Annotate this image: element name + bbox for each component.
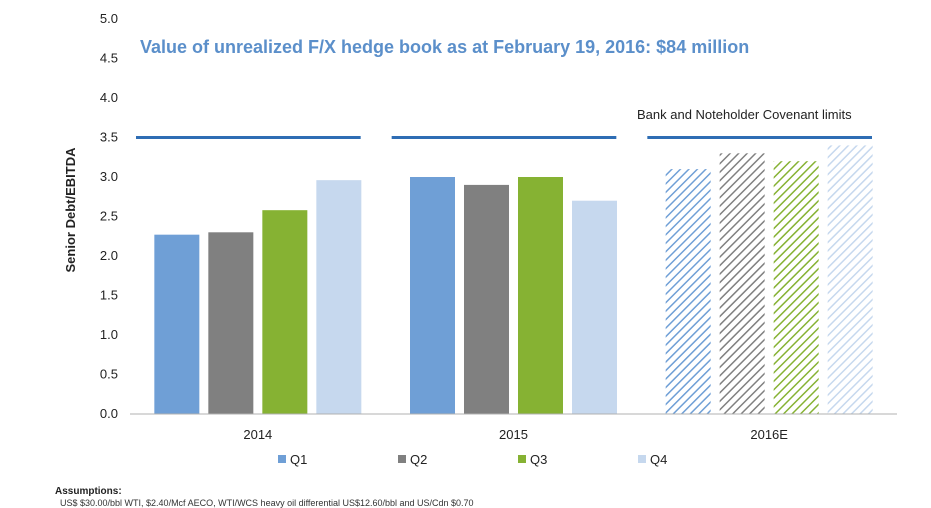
category-labels: 2014 2015 2016E	[243, 427, 788, 442]
bar-2016E-Q3	[773, 161, 819, 414]
y-tick-label: 4.0	[100, 90, 118, 105]
y-axis-ticks: 0.0 0.5 1.0 1.5 2.0 2.5 3.0 3.5 4.0 4.5 5.0	[100, 11, 118, 421]
bar-2015-Q2	[464, 184, 509, 414]
bar-2016E-Q4	[827, 145, 873, 414]
legend-swatch-Q4	[638, 455, 646, 463]
legend-swatch-Q2	[398, 455, 406, 463]
legend-label: Q4	[650, 452, 667, 467]
y-axis-label: Senior Debt/EBITDA	[63, 147, 78, 273]
bar-2015-Q3	[518, 177, 563, 414]
legend-swatch-Q1	[278, 455, 286, 463]
bar-2014-Q2	[208, 232, 254, 414]
y-tick-label: 1.0	[100, 327, 118, 342]
bar-2015-Q4	[572, 200, 617, 414]
legend-label: Q3	[530, 452, 547, 467]
category-label: 2014	[243, 427, 272, 442]
y-tick-label: 2.0	[100, 248, 118, 263]
legend-label: Q2	[410, 452, 427, 467]
bar-2014-Q4	[316, 180, 362, 414]
y-tick-label: 3.0	[100, 169, 118, 184]
chart-title: Value of unrealized F/X hedge book as at…	[140, 37, 749, 57]
legend-swatch-Q3	[518, 455, 526, 463]
assumptions-heading: Assumptions:	[55, 486, 122, 497]
category-label: 2015	[499, 427, 528, 442]
bars-group	[154, 145, 873, 415]
legend-label: Q1	[290, 452, 307, 467]
bar-2014-Q3	[262, 210, 308, 414]
bar-2016E-Q1	[665, 169, 711, 414]
y-tick-label: 0.5	[100, 367, 118, 382]
y-tick-label: 2.5	[100, 209, 118, 224]
bar-2016E-Q2	[719, 153, 765, 415]
y-tick-label: 0.0	[100, 406, 118, 421]
legend: Q1 Q2 Q3 Q4	[278, 452, 667, 467]
bar-2015-Q1	[410, 177, 455, 414]
assumptions-text: US$ $30.00/bbl WTI, $2.40/Mcf AECO, WTI/…	[60, 498, 474, 508]
bar-2014-Q1	[154, 234, 200, 414]
y-tick-label: 4.5	[100, 51, 118, 66]
chart-svg: Value of unrealized F/X hedge book as at…	[63, 11, 897, 467]
covenant-label: Bank and Noteholder Covenant limits	[637, 107, 852, 122]
y-tick-label: 5.0	[100, 11, 118, 26]
y-tick-label: 3.5	[100, 130, 118, 145]
category-label: 2016E	[750, 427, 788, 442]
y-tick-label: 1.5	[100, 288, 118, 303]
